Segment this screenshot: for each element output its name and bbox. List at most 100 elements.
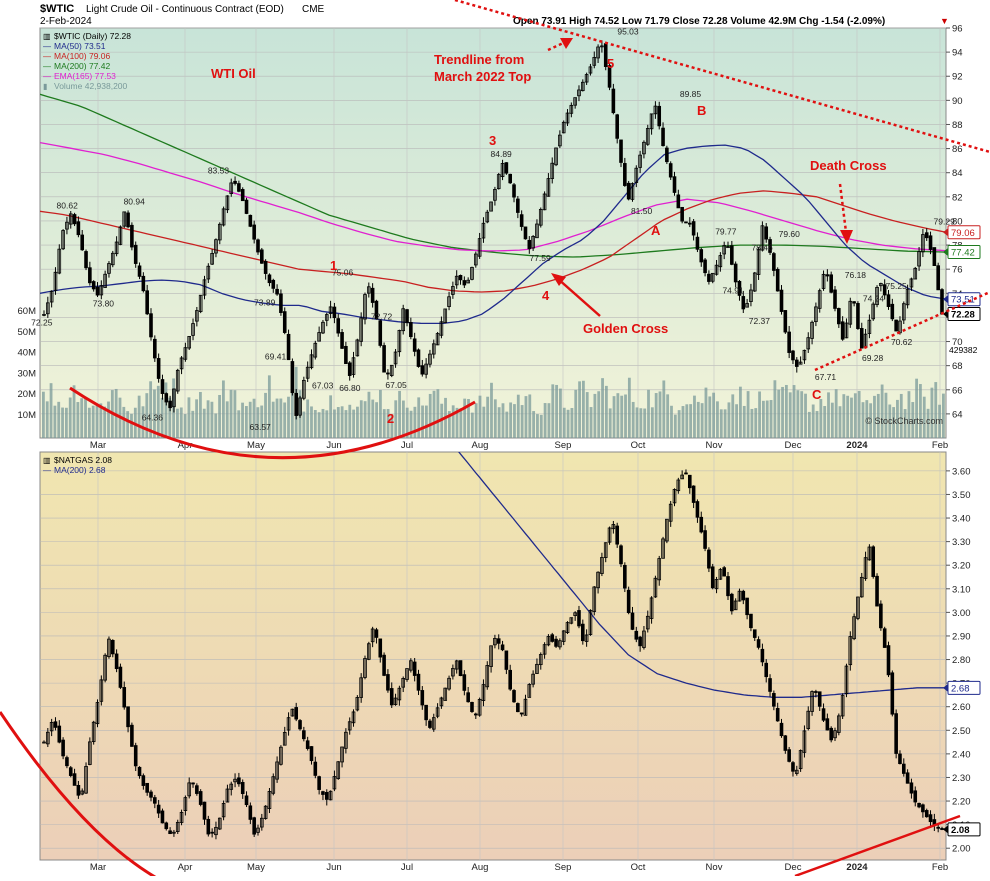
price-bar-body: [772, 253, 776, 271]
volume-bar: [811, 404, 815, 438]
price-bar-body: [691, 221, 696, 236]
price-bar-body: [714, 579, 719, 590]
price-bar-body: [221, 208, 226, 226]
price-bar-body: [584, 74, 589, 83]
volume-bar: [218, 394, 221, 438]
legend-entry: $NATGAS 2.08: [54, 455, 112, 465]
price-bar-body: [913, 790, 918, 803]
legend-entry: MA(50) 73.51: [54, 41, 106, 51]
price-bar-body: [600, 557, 604, 574]
x-tick-label: 2024: [846, 862, 868, 873]
price-bar-body: [687, 222, 692, 225]
price-bar-body: [328, 306, 333, 314]
x-tick-label: Oct: [631, 440, 646, 451]
volume-bar: [267, 375, 271, 438]
line-swatch-icon: —: [43, 42, 51, 51]
volume-bar: [562, 407, 566, 438]
price-bar-body: [550, 634, 555, 642]
volume-bar: [815, 411, 819, 438]
price-bar-body: [336, 318, 341, 334]
volume-bar: [260, 405, 264, 438]
price-bar-body: [752, 629, 757, 638]
price-bar-body: [309, 746, 314, 762]
price-bar-body: [439, 321, 444, 336]
volume-bar: [206, 400, 210, 438]
volume-bar: [417, 397, 421, 438]
price-bar-body: [569, 104, 574, 114]
price-bar-body: [252, 817, 256, 835]
volume-bar: [608, 408, 612, 438]
volume-bar: [306, 399, 310, 438]
price-bar-body: [88, 267, 92, 284]
volume-bar: [229, 389, 233, 438]
golden-cross-arrow-head: [551, 273, 566, 286]
price-bar-body: [791, 762, 795, 772]
price-bar-body: [65, 757, 69, 767]
peak-value-label: 95.03: [617, 27, 639, 37]
price-bar-body: [542, 644, 547, 655]
price-bar-body: [168, 400, 172, 409]
price-bar-body: [244, 795, 249, 806]
price-bar-body: [305, 740, 310, 749]
price-bar-body: [527, 684, 532, 698]
x-tick-label: Sep: [555, 862, 572, 873]
chart-date: 2-Feb-2024: [40, 16, 92, 27]
price-bar-body: [347, 362, 352, 376]
y-tick-label: 80: [952, 216, 963, 227]
price-bar-body: [386, 372, 390, 375]
price-bar-body: [554, 147, 558, 166]
price-bar-body: [794, 359, 799, 367]
price-bar-body: [535, 663, 539, 674]
volume-bar: [325, 410, 329, 438]
last-value-tag-label: 73.51: [951, 295, 975, 306]
price-bar-body: [825, 718, 830, 731]
price-bar-body: [833, 730, 837, 739]
volume-tick-label: 20M: [18, 389, 37, 400]
price-bar-body: [470, 266, 474, 280]
price-bar-body: [470, 701, 474, 712]
price-bar-body: [810, 321, 814, 339]
price-bar-body: [603, 542, 608, 558]
volume-bar: [390, 414, 394, 438]
volume-bar: [911, 402, 915, 438]
price-bar-body: [187, 335, 192, 349]
price-bar-body: [508, 173, 512, 184]
line-swatch-icon: —: [43, 62, 51, 71]
x-tick-label: Nov: [706, 440, 723, 451]
peak-value-label: 75.25: [886, 281, 908, 291]
price-bar-body: [859, 576, 864, 598]
price-bar-body: [397, 329, 402, 353]
price-bar-body: [733, 263, 738, 283]
volume-bar: [333, 409, 336, 438]
volume-bar: [693, 395, 696, 438]
price-bar-body: [814, 306, 818, 323]
price-bar-body: [248, 805, 253, 820]
volume-bar: [344, 410, 348, 438]
volume-bar: [191, 410, 195, 438]
volume-bar: [896, 399, 899, 438]
price-bar-body: [668, 503, 673, 522]
volume-bar: [880, 384, 884, 438]
price-bar-body: [760, 648, 765, 663]
price-bar-body: [623, 163, 627, 186]
price-bar-body: [91, 721, 96, 743]
volume-bar: [773, 380, 777, 438]
y-tick-label: 3.00: [952, 608, 971, 619]
price-bar-body: [787, 331, 791, 353]
death-cross-arrow-head: [840, 230, 853, 244]
price-bar-body: [153, 797, 157, 804]
price-bar-body: [588, 609, 593, 635]
price-bar-body: [611, 88, 616, 114]
y-tick-label: 90: [952, 96, 963, 107]
price-bar-body: [565, 112, 570, 124]
volume-bar: [179, 407, 183, 438]
price-bar-body: [206, 265, 211, 280]
wave-1-label: 1: [330, 258, 337, 273]
volume-bar: [290, 380, 294, 438]
price-bar-body: [256, 827, 260, 833]
y-tick-label: 86: [952, 144, 963, 155]
price-bar-body: [730, 593, 734, 612]
volume-bar: [597, 391, 601, 438]
price-bar-body: [653, 105, 658, 115]
